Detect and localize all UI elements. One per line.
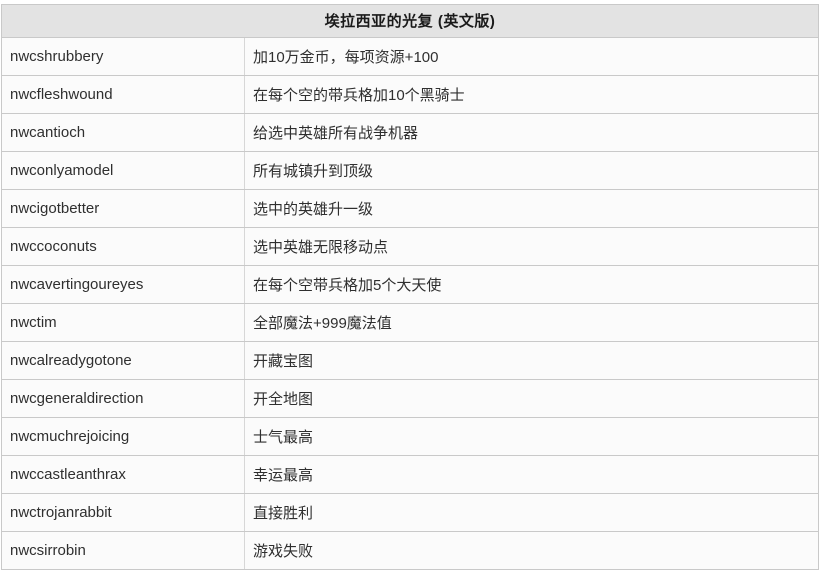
effect-cell: 士气最高 — [253, 429, 314, 446]
cheat-codes-table: 埃拉西亚的光复 (英文版) nwcshrubbery 加10万金币，每项资源+1… — [1, 4, 819, 570]
cheat-code-cell: nwctrojanrabbit — [2, 494, 245, 531]
cheat-code-cell: nwccoconuts — [2, 228, 245, 265]
effect-cell: 游戏失败 — [253, 543, 314, 560]
cheat-code-cell: nwctim — [2, 304, 245, 341]
table-row: nwcantioch 给选中英雄所有战争机器 — [2, 114, 818, 152]
effect-cell: 开藏宝图 — [253, 353, 314, 370]
cheat-code-cell: nwcalreadygotone — [2, 342, 245, 379]
table-row: nwctrojanrabbit 直接胜利 — [2, 494, 818, 532]
table-title: 埃拉西亚的光复 (英文版) — [2, 5, 818, 38]
effect-cell: 在每个空的带兵格加10个黑骑士 — [253, 87, 465, 104]
table-row: nwcgeneraldirection 开全地图 — [2, 380, 818, 418]
cheat-code-cell: nwcmuchrejoicing — [2, 418, 245, 455]
cheat-code-cell: nwconlyamodel — [2, 152, 245, 189]
effect-cell: 选中的英雄升一级 — [253, 201, 374, 218]
cheat-code-cell: nwcshrubbery — [2, 38, 245, 75]
effect-cell: 加10万金币，每项资源+100 — [253, 49, 439, 66]
effect-cell: 直接胜利 — [253, 505, 314, 522]
cheat-code-cell: nwcavertingoureyes — [2, 266, 245, 303]
table-row: nwcavertingoureyes 在每个空带兵格加5个大天使 — [2, 266, 818, 304]
cheat-code-cell: nwcantioch — [2, 114, 245, 151]
cheat-code-cell: nwcgeneraldirection — [2, 380, 245, 417]
effect-cell: 全部魔法+999魔法值 — [253, 315, 392, 332]
effect-cell: 幸运最高 — [253, 467, 314, 484]
effect-cell: 给选中英雄所有战争机器 — [253, 125, 419, 142]
effect-cell: 所有城镇升到顶级 — [253, 163, 374, 180]
table-row: nwcsirrobin 游戏失败 — [2, 532, 818, 569]
effect-cell: 选中英雄无限移动点 — [253, 239, 389, 256]
table-row: nwctim 全部魔法+999魔法值 — [2, 304, 818, 342]
table-row: nwcmuchrejoicing 士气最高 — [2, 418, 818, 456]
cheat-code-cell: nwccastleanthrax — [2, 456, 245, 493]
table-body: nwcshrubbery 加10万金币，每项资源+100 nwcfleshwou… — [2, 38, 818, 569]
cheat-code-cell: nwcfleshwound — [2, 76, 245, 113]
cheat-code-cell: nwcigotbetter — [2, 190, 245, 227]
effect-cell: 在每个空带兵格加5个大天使 — [253, 277, 442, 294]
table-row: nwcshrubbery 加10万金币，每项资源+100 — [2, 38, 818, 76]
table-row: nwconlyamodel 所有城镇升到顶级 — [2, 152, 818, 190]
cheat-code-cell: nwcsirrobin — [2, 532, 245, 569]
table-row: nwcigotbetter 选中的英雄升一级 — [2, 190, 818, 228]
table-row: nwcalreadygotone 开藏宝图 — [2, 342, 818, 380]
table-row: nwcfleshwound 在每个空的带兵格加10个黑骑士 — [2, 76, 818, 114]
effect-cell: 开全地图 — [253, 391, 314, 408]
table-row: nwccastleanthrax 幸运最高 — [2, 456, 818, 494]
table-row: nwccoconuts 选中英雄无限移动点 — [2, 228, 818, 266]
